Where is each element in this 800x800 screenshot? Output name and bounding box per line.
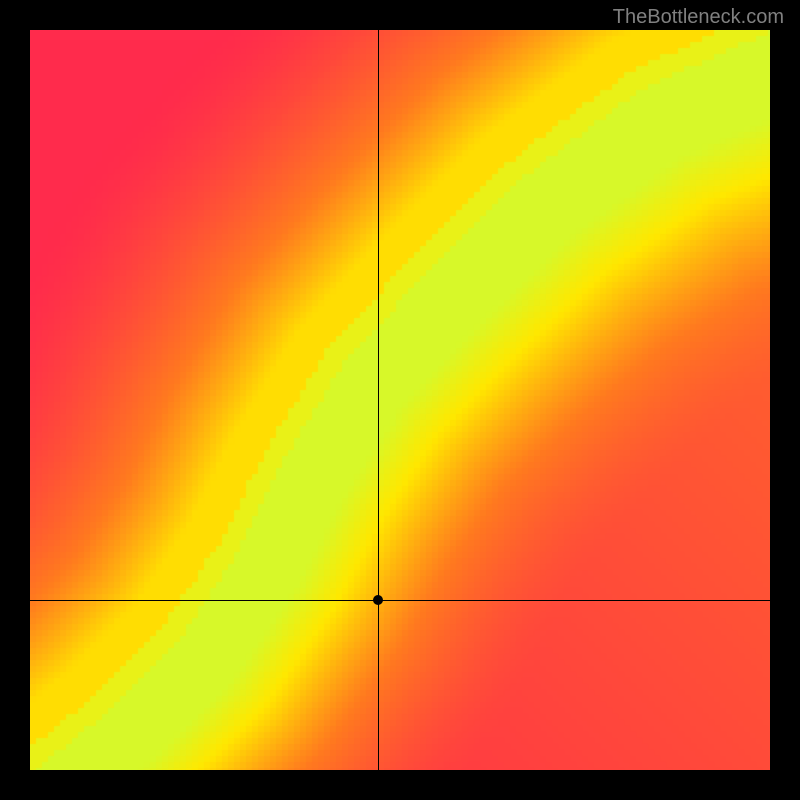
crosshair-horizontal: [30, 600, 770, 601]
crosshair-vertical: [378, 30, 379, 770]
heatmap-canvas: [30, 30, 770, 770]
chart-container: TheBottleneck.com: [0, 0, 800, 800]
watermark-text: TheBottleneck.com: [613, 6, 784, 29]
crosshair-marker-dot: [373, 595, 383, 605]
